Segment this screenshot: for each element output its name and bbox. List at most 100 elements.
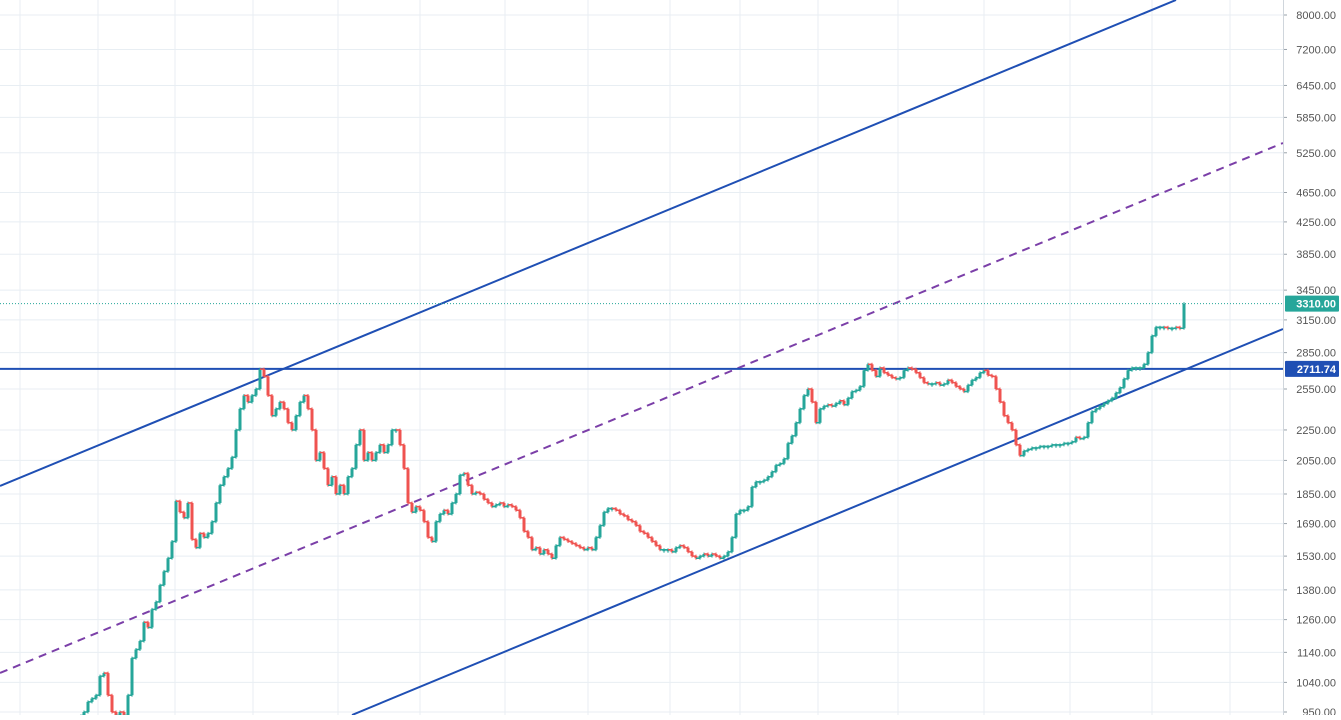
level-price-tag: [1285, 360, 1339, 377]
y-tick-label: 3150.00: [1296, 315, 1336, 327]
candle-up: [598, 525, 602, 538]
candle-up: [210, 521, 214, 534]
candle-up: [1146, 352, 1150, 365]
candle-down: [574, 543, 578, 546]
candle-down: [654, 541, 658, 546]
candle-up: [586, 547, 590, 550]
candle-down: [246, 395, 250, 403]
candle-up: [1118, 387, 1122, 393]
candle-down: [306, 395, 310, 409]
candle-up: [846, 398, 850, 405]
candle-up: [462, 473, 466, 476]
y-tick-label: 2250.00: [1296, 425, 1336, 437]
price-series: [80, 302, 1186, 717]
candle-up: [498, 502, 502, 505]
candle-up: [702, 553, 706, 557]
candle-down: [922, 377, 926, 383]
candle-up: [1182, 303, 1186, 329]
y-tick-label: 1260.00: [1296, 615, 1336, 627]
candle-up: [1102, 403, 1106, 407]
candle-down: [478, 492, 482, 494]
candle-up: [90, 698, 94, 702]
candle-up: [726, 551, 730, 557]
candle-up: [230, 457, 234, 469]
candle-down: [962, 389, 966, 392]
channel-upper-line: [0, 0, 1177, 487]
y-tick-label: 3850.00: [1296, 249, 1336, 261]
candle-up: [458, 475, 462, 494]
candle-up: [770, 471, 774, 477]
candle-down: [114, 712, 118, 716]
candle-up: [222, 476, 226, 486]
candle-up: [454, 493, 458, 503]
candle-up: [390, 429, 394, 445]
candle-up: [82, 712, 86, 716]
candle-up: [438, 514, 442, 522]
candle-down: [466, 473, 470, 486]
candle-down: [626, 515, 630, 520]
price-axis[interactable]: 8000.00 7200.00 6450.00 5850.00 5250.00 4650.…: [1283, 0, 1336, 719]
last-price-label: 3310.00: [1296, 299, 1336, 311]
candle-down: [402, 444, 406, 469]
candle-up: [1150, 335, 1154, 353]
candle-up: [806, 389, 810, 396]
candle-up: [978, 372, 982, 378]
candle-up: [946, 380, 950, 384]
candle-down: [682, 545, 686, 548]
candle-up: [790, 435, 794, 444]
candle-down: [562, 537, 566, 540]
candle-up: [166, 558, 170, 572]
y-tick-label: 8000.00: [1296, 10, 1336, 22]
candle-down: [190, 502, 194, 540]
candle-down: [382, 444, 386, 453]
y-tick-label: 4250.00: [1296, 217, 1336, 229]
candle-up: [274, 408, 278, 416]
candle-up: [878, 367, 882, 377]
candle-down: [874, 370, 878, 377]
y-tick-label: 7200.00: [1296, 44, 1336, 56]
candle-up: [818, 408, 822, 423]
candle-down: [266, 376, 270, 396]
candle-up: [802, 395, 806, 409]
candle-down: [110, 695, 114, 712]
candle-down: [618, 510, 622, 515]
candle-up: [226, 468, 230, 477]
candle-up: [474, 492, 478, 494]
candle-down: [146, 622, 150, 628]
candle-up: [154, 601, 158, 610]
candle-down: [486, 499, 490, 503]
candle-down: [430, 537, 434, 542]
candle-down: [286, 408, 290, 423]
y-tick-label: 6450.00: [1296, 80, 1336, 92]
candle-down: [326, 468, 330, 486]
candle-up: [602, 512, 606, 526]
y-tick-label: 3450.00: [1296, 285, 1336, 297]
candle-up: [150, 609, 154, 628]
candle-up: [450, 502, 454, 515]
candle-down: [270, 395, 274, 416]
candle-down: [482, 493, 486, 500]
candle-down: [670, 549, 674, 552]
candle-up: [338, 485, 342, 494]
candle-up: [494, 504, 498, 507]
candle-down: [918, 372, 922, 378]
candle-down: [814, 402, 818, 423]
candle-down: [370, 452, 374, 461]
candle-up: [754, 481, 758, 487]
candle-up: [674, 547, 678, 552]
candle-up: [126, 695, 130, 716]
price-labels: 3310.00 2711.74: [1285, 295, 1339, 377]
candle-up: [858, 386, 862, 391]
candle-down: [122, 712, 126, 716]
candle-down: [938, 382, 942, 386]
candle-up: [214, 502, 218, 522]
candle-up: [254, 389, 258, 396]
candle-up: [982, 370, 986, 373]
candle-down: [490, 502, 494, 507]
candle-down: [634, 521, 638, 526]
candle-down: [582, 547, 586, 550]
candle-up: [1050, 444, 1054, 447]
candle-up: [130, 658, 134, 696]
